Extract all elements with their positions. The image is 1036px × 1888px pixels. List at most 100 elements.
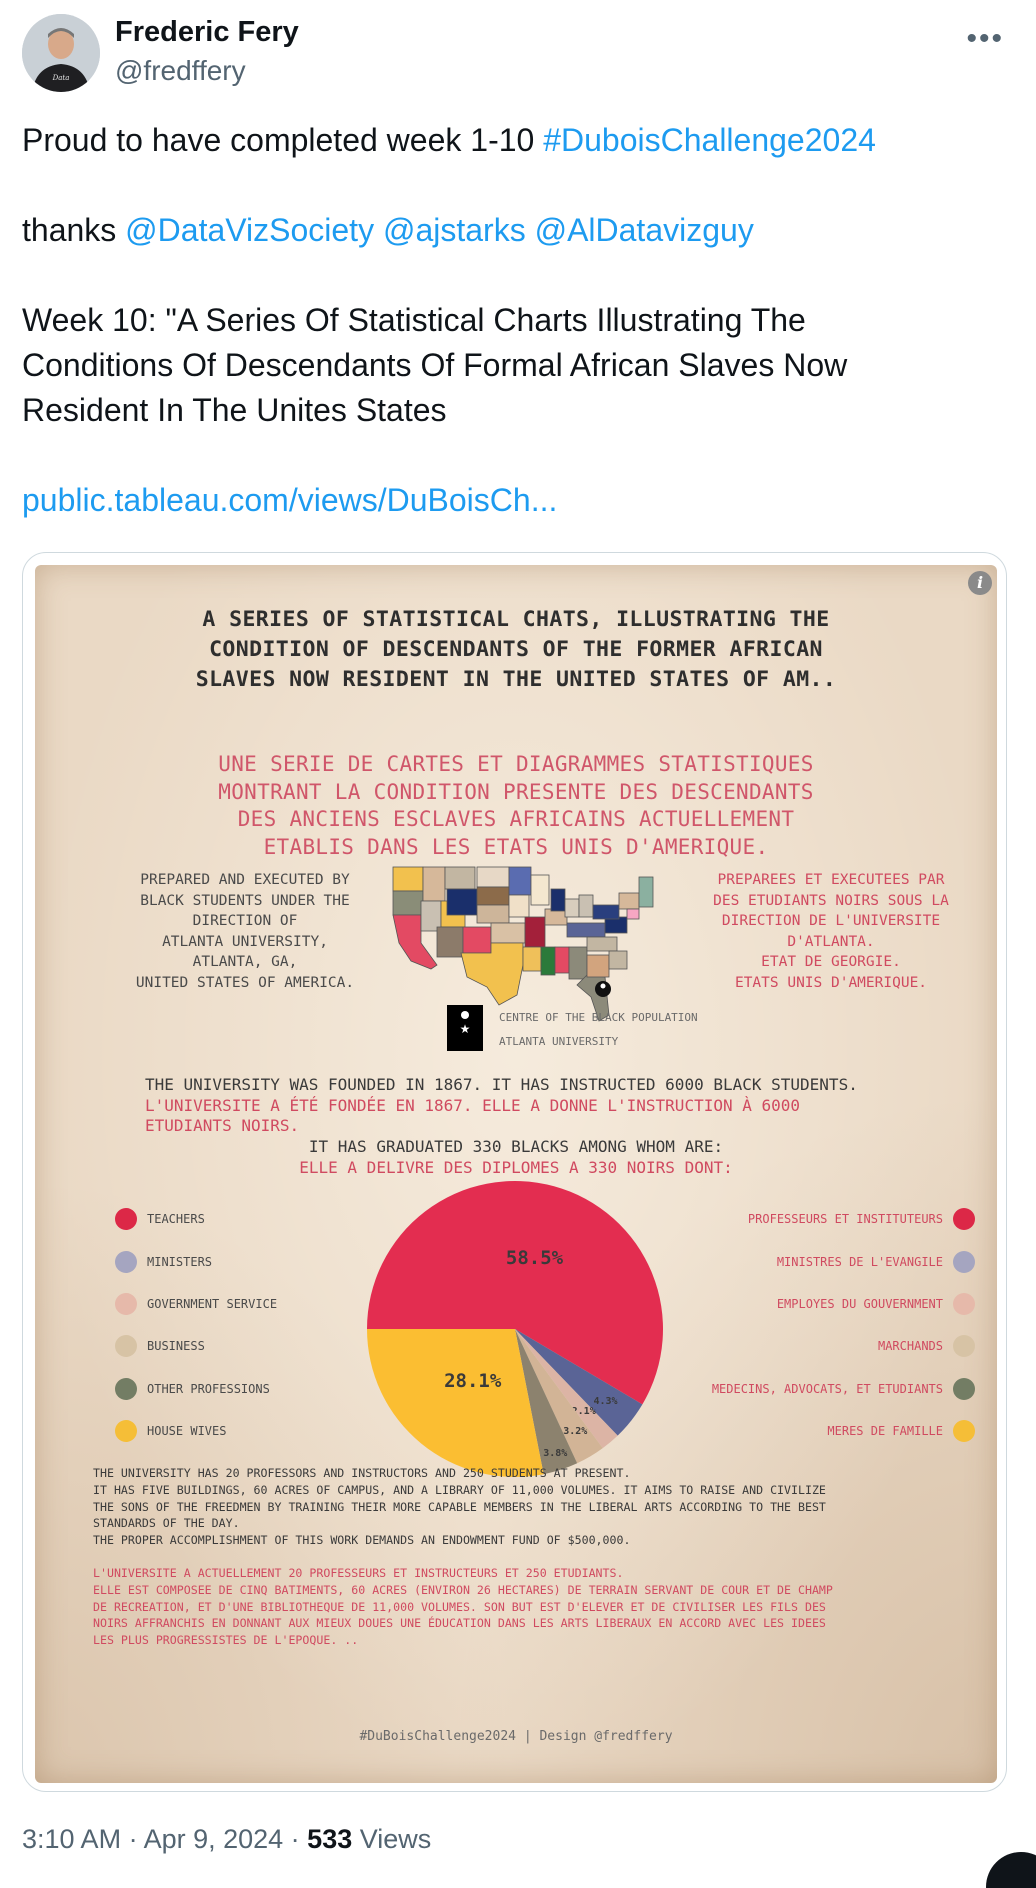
legend-label: MARCHANDS [877, 1339, 943, 1354]
legend-label: OTHER PROFESSIONS [147, 1381, 270, 1396]
prepared-fr-line: DES ETUDIANTS NOIRS SOUS LA [713, 892, 949, 909]
thanks-text: thanks [22, 212, 126, 248]
title-fr-line: ETABLIS DANS LES ETATS UNIS D'AMERIQUE. [263, 834, 769, 859]
poster-title-fr: UNE SERIE DE CARTES ET DIAGRAMMES STATIS… [35, 751, 997, 861]
legend-item: HOUSE WIVES [115, 1410, 335, 1452]
tweet-line1: Proud to have completed week 1-10 [22, 122, 544, 158]
display-name[interactable]: Frederic Fery [115, 16, 299, 48]
para-en-line: STANDARDS OF THE DAY. [93, 1516, 240, 1531]
legend-dot [953, 1250, 975, 1273]
prepared-en-line: ATLANTA UNIVERSITY, [162, 933, 328, 950]
legend-fr: PROFESSEURS ET INSTITUTEURS MINISTRES DE… [635, 1198, 975, 1452]
legend-dot [115, 1377, 137, 1400]
prepared-en-line: DIRECTION OF [192, 913, 298, 929]
legend-dot [953, 1420, 975, 1443]
more-options-icon[interactable]: ••• [966, 22, 1004, 55]
info-icon[interactable]: i [968, 571, 992, 595]
title-fr-line: UNE SERIE DE CARTES ET DIAGRAMMES STATIS… [218, 752, 814, 776]
poster-footer: #DuBoisChallenge2024 | Design @fredffery [359, 1729, 673, 1744]
legend-item: MERES DE FAMILLE [635, 1410, 975, 1452]
founded-fr-1: L'UNIVERSITE A ÉTÉ FONDÉE EN 1867. ELLE … [145, 1095, 801, 1115]
para-fr-line: LES PLUS PROGRESSISTES DE L'EPOQUE. .. [93, 1633, 359, 1648]
title-en-line: A SERIES OF STATISTICAL CHATS, ILLUSTRAT… [202, 607, 830, 632]
legend-label: GOVERNMENT SERVICE [147, 1296, 278, 1311]
legend-marker: ★ [447, 1005, 483, 1051]
legend-item: MEDECINS, ADVOCATS, ET ETUDIANTS [635, 1368, 975, 1410]
legend-item: EMPLOYES DU GOUVERNMENT [635, 1283, 975, 1325]
prepared-fr-line: D'ATLANTA. [787, 933, 875, 950]
timestamp[interactable]: 3:10 AM · Apr 9, 2024 · [22, 1824, 308, 1854]
legend-dot [953, 1208, 975, 1231]
prepared-by-fr: PREPAREES ET EXECUTEES PAR DES ETUDIANTS… [671, 870, 991, 993]
legend-label: MERES DE FAMILLE [827, 1424, 943, 1439]
legend-label: EMPLOYES DU GOUVERNMENT [776, 1296, 943, 1311]
para-fr-line: ELLE EST COMPOSEE DE CINQ BATIMENTS, 60 … [93, 1582, 833, 1597]
user-handle[interactable]: @fredffery [115, 55, 246, 86]
legend-item: MARCHANDS [635, 1325, 975, 1367]
prepared-by-en: PREPARED AND EXECUTED BY BLACK STUDENTS … [95, 870, 395, 993]
title-en-line: CONDITION OF DESCENDANTS OF THE FORMER A… [209, 637, 823, 662]
pie-label: 28.1% [444, 1370, 502, 1392]
mention-aldatavizguy[interactable]: @AlDatavizguy [534, 212, 754, 248]
views-label: Views [352, 1824, 432, 1854]
para-en-line: THE UNIVERSITY HAS 20 PROFESSORS AND INS… [93, 1466, 631, 1480]
legend-dot [115, 1250, 137, 1273]
para-en-line: THE PROPER ACCOMPLISHMENT OF THIS WORK D… [93, 1533, 631, 1548]
legend-label: MEDECINS, ADVOCATS, ET ETUDIANTS [711, 1381, 943, 1396]
floating-action-button[interactable] [986, 1852, 1036, 1888]
pie-label: 3.2% [563, 1426, 587, 1437]
poster: A SERIES OF STATISTICAL CHATS, ILLUSTRAT… [35, 565, 997, 1783]
legend-item: OTHER PROFESSIONS [115, 1368, 335, 1410]
legend-label: MINISTERS [147, 1254, 213, 1269]
mention-ajstarks[interactable]: @ajstarks [382, 212, 526, 248]
week-line-1: Week 10: "A Series Of Statistical Charts… [22, 302, 806, 338]
us-map [392, 866, 654, 1022]
para-fr-line: DE RECREATION, ET D'UNE BIBLIOTHEQUE DE … [93, 1599, 826, 1614]
legend-item: BUSINESS [115, 1325, 335, 1367]
marker-symbols: ★ [460, 1011, 471, 1036]
svg-text:Data: Data [52, 74, 70, 82]
graduated-fr: ELLE A DELIVRE DES DIPLOMES A 330 NOIRS … [299, 1157, 733, 1177]
map-note-university: ATLANTA UNIVERSITY [499, 1035, 619, 1048]
prepared-en-line: UNITED STATES OF AMERICA. [135, 974, 355, 991]
week-line-2: Conditions Of Descendants Of Formal Afri… [22, 347, 848, 383]
prepared-fr-line: PREPAREES ET EXECUTEES PAR [717, 872, 945, 888]
legend-dot [953, 1292, 975, 1315]
founded-text: THE UNIVERSITY WAS FOUNDED IN 1867. IT H… [145, 1075, 985, 1137]
pie-label: 58.5% [506, 1247, 564, 1269]
svg-text:★: ★ [460, 1022, 471, 1036]
para-en-line: IT HAS FIVE BUILDINGS, 60 ACRES OF CAMPU… [93, 1482, 826, 1497]
mention-datavizsociety[interactable]: @DataVizSociety [125, 212, 375, 248]
prepared-fr-line: ETAT DE GEORGIE. [761, 954, 901, 970]
legend-label: BUSINESS [147, 1339, 205, 1354]
tweet-text: Proud to have completed week 1-10 #Duboi… [22, 118, 1012, 523]
pie-slice-house-wives [367, 1329, 544, 1477]
title-fr-line: MONTRANT LA CONDITION PRESENTE DES DESCE… [218, 779, 814, 804]
legend-item: MINISTRES DE L'EVANGILE [635, 1240, 975, 1282]
para-fr-line: L'UNIVERSITE A ACTUELLEMENT 20 PROFESSEU… [93, 1566, 624, 1580]
week-line-3: Resident In The Unites States [22, 392, 447, 428]
legend-dot [953, 1335, 975, 1358]
tableau-link[interactable]: public.tableau.com/views/DuBoisCh... [22, 482, 558, 518]
prepared-en-line: PREPARED AND EXECUTED BY [140, 872, 350, 888]
hashtag-link[interactable]: #DuboisChallenge2024 [543, 122, 876, 158]
avatar[interactable]: Data [22, 14, 100, 92]
legend-dot [953, 1377, 975, 1400]
pie-label: 2.1% [572, 1406, 596, 1417]
legend-item: MINISTERS [115, 1240, 335, 1282]
legend-dot [115, 1335, 137, 1358]
title-en-line: SLAVES NOW RESIDENT IN THE UNITED STATES… [195, 667, 837, 692]
legend-en: TEACHERS MINISTERS GOVERNMENT SERVICE BU… [115, 1198, 335, 1452]
paragraph-en: THE UNIVERSITY HAS 20 PROFESSORS AND INS… [93, 1465, 963, 1549]
media-image[interactable]: i A SERIES OF STATISTICAL CHATS, ILLUSTR… [22, 552, 1007, 1792]
prepared-fr-line: DIRECTION DE L'UNIVERSITE [721, 913, 941, 929]
prepared-en-line: ATLANTA, GA, [192, 954, 298, 970]
prepared-fr-line: ETATS UNIS D'AMERIQUE. [734, 974, 928, 991]
legend-label: PROFESSEURS ET INSTITUTEURS [747, 1212, 943, 1227]
views-count: 533 [307, 1824, 353, 1854]
pie-label: 3.8% [543, 1448, 567, 1459]
prepared-en-line: BLACK STUDENTS UNDER THE [140, 892, 350, 909]
legend-dot [115, 1420, 137, 1443]
pie-chart: 58.5% 4.3%2.1% 3.2% 3.8% 28.1% [367, 1181, 663, 1477]
legend-item: TEACHERS [115, 1198, 335, 1240]
